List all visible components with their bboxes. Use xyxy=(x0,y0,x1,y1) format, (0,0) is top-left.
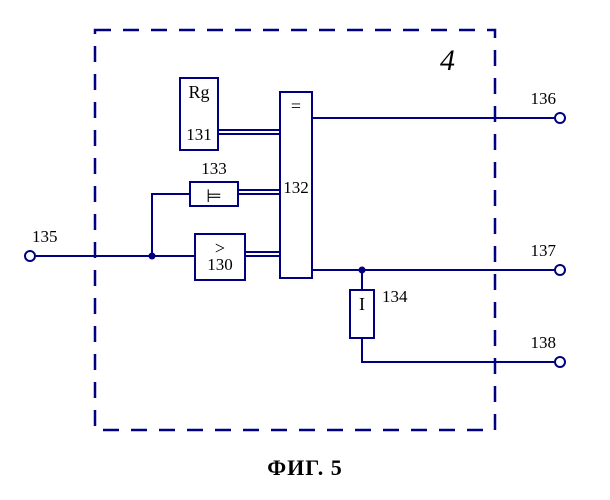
junction-0 xyxy=(149,253,156,260)
port-label-p138: 138 xyxy=(531,333,557,352)
port-p135 xyxy=(25,251,35,261)
module-number: 4 xyxy=(440,44,455,77)
port-p137 xyxy=(555,265,565,275)
figure-caption: ФИГ. 5 xyxy=(267,455,343,480)
port-p138 xyxy=(555,357,565,367)
block-symbol-n133: ⊨ xyxy=(206,186,222,206)
wire-9 xyxy=(362,338,556,362)
block-num-n134: 134 xyxy=(382,287,408,306)
block-num-n133: 133 xyxy=(201,159,227,178)
port-label-p135: 135 xyxy=(32,227,58,246)
junction-1 xyxy=(359,267,366,274)
block-num-n131: 131 xyxy=(186,125,212,144)
block-num-n130: 130 xyxy=(207,255,233,274)
port-p136 xyxy=(555,113,565,123)
port-label-p137: 137 xyxy=(531,241,557,260)
wire-1 xyxy=(152,194,190,256)
block-num-n132: 132 xyxy=(283,178,309,197)
block-symbol-n132: = xyxy=(291,96,301,116)
block-symbol-n131: Rg xyxy=(188,82,209,102)
port-label-p136: 136 xyxy=(531,89,557,108)
block-symbol-n134: I xyxy=(359,294,365,314)
